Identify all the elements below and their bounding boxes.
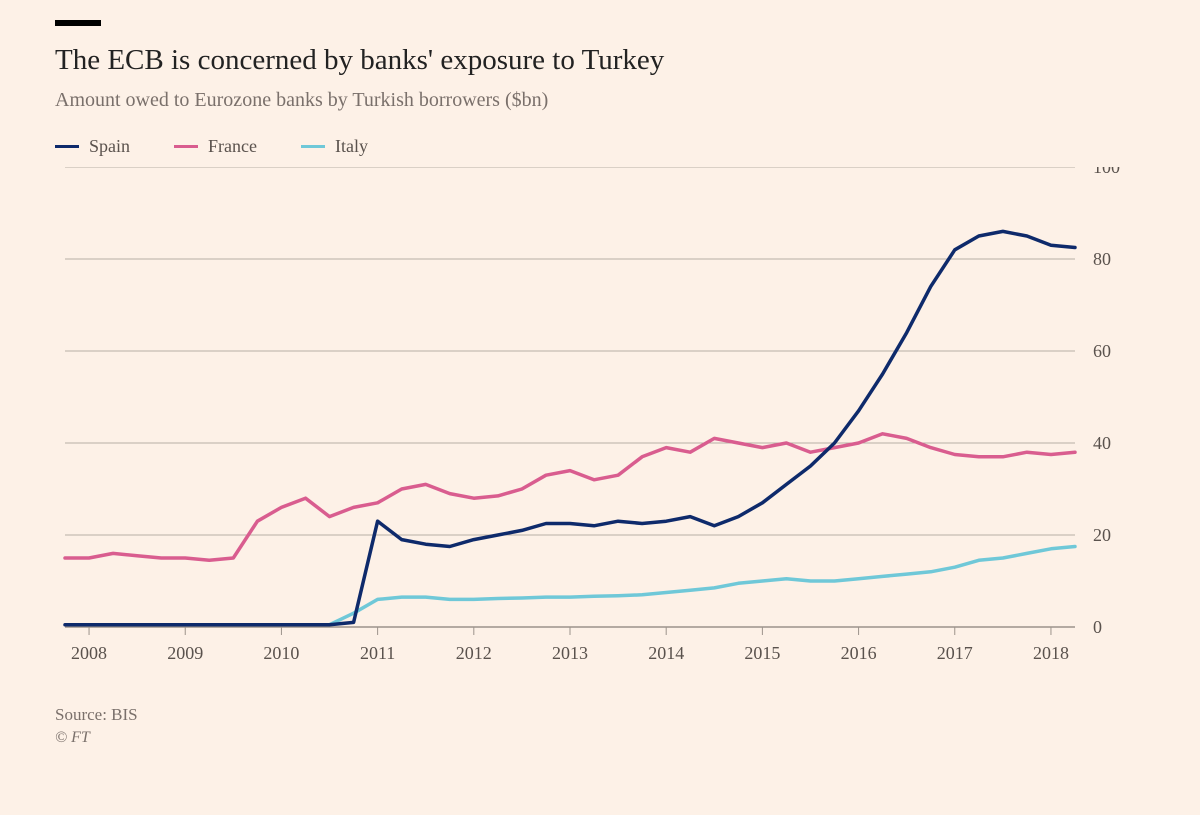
svg-text:2017: 2017 [937,643,973,663]
svg-text:60: 60 [1093,341,1111,361]
svg-text:2011: 2011 [360,643,395,663]
legend-item-france: France [174,136,257,157]
svg-text:20: 20 [1093,525,1111,545]
svg-text:0: 0 [1093,617,1102,637]
source-text: Source: BIS [55,705,1150,725]
legend-swatch-spain [55,145,79,149]
legend: Spain France Italy [55,136,1150,157]
chart-title: The ECB is concerned by banks' exposure … [55,44,1150,77]
copyright-text: © FT [55,729,1150,747]
svg-text:2015: 2015 [744,643,780,663]
chart-area: 0 20 40 60 80 100 2008 2009 2010 2011 2012 2013 2014… [55,167,1145,687]
legend-swatch-france [174,145,198,149]
svg-text:2014: 2014 [648,643,684,663]
svg-text:2010: 2010 [263,643,299,663]
legend-item-spain: Spain [55,136,130,157]
legend-item-italy: Italy [301,136,368,157]
legend-label-italy: Italy [335,136,368,157]
accent-bar [55,20,101,26]
svg-text:2016: 2016 [841,643,877,663]
svg-text:100: 100 [1093,167,1120,177]
chart-subtitle: Amount owed to Eurozone banks by Turkish… [55,89,1150,112]
legend-swatch-italy [301,145,325,149]
line-chart: 0 20 40 60 80 100 2008 2009 2010 2011 2012 2013 2014… [55,167,1145,687]
svg-text:2013: 2013 [552,643,588,663]
legend-label-france: France [208,136,257,157]
svg-text:2012: 2012 [456,643,492,663]
svg-text:2009: 2009 [167,643,203,663]
legend-label-spain: Spain [89,136,130,157]
svg-text:40: 40 [1093,433,1111,453]
svg-text:80: 80 [1093,249,1111,269]
svg-text:2008: 2008 [71,643,107,663]
svg-text:2018: 2018 [1033,643,1069,663]
